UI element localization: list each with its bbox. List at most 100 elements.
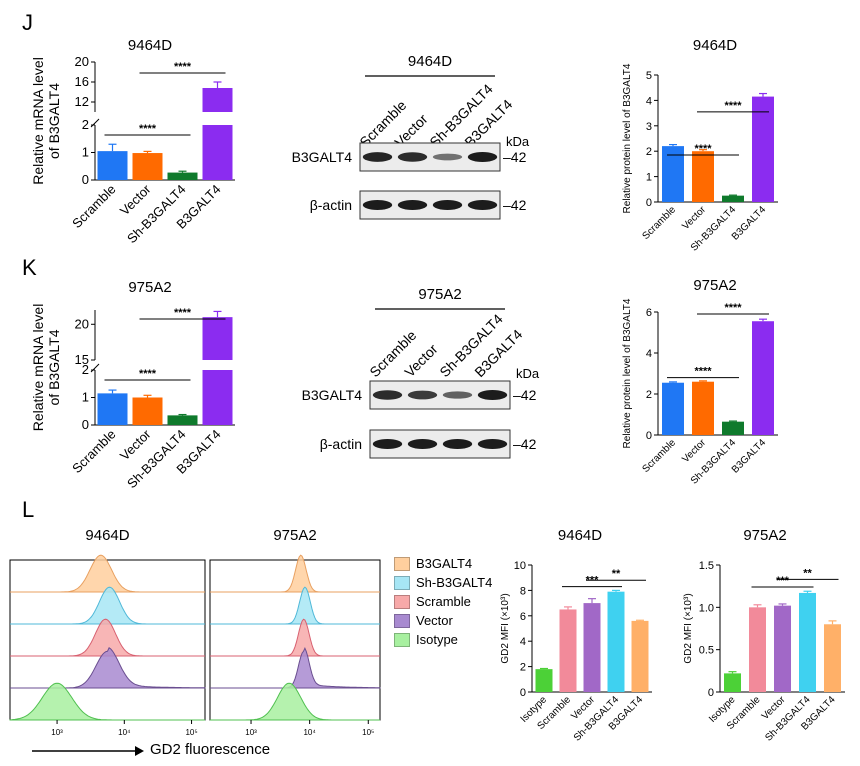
y-axis-label: Relative mRNA level [30, 304, 46, 432]
bar [583, 603, 601, 692]
j-western-blot: 9464DScrambleVectorSh-B3GALT4B3GALT4kDaB… [292, 53, 530, 220]
significance-label: *** [776, 575, 790, 587]
x-tick-label: 10⁵ [362, 728, 374, 737]
k-western-blot: 975A2ScrambleVectorSh-B3GALT4B3GALT4kDaB… [302, 286, 540, 459]
x-tick-label: Scramble [640, 204, 678, 242]
significance-label: ** [612, 568, 621, 580]
y-tick-label: 20 [75, 54, 89, 69]
l-histogram-9464d: 9464D 10³ 10⁴ 10⁵ [9, 527, 206, 737]
bar-upper-segment [202, 88, 233, 112]
legend-item: Vector [394, 611, 492, 630]
blot-band [362, 200, 393, 210]
blot-band [407, 390, 438, 400]
bar [607, 591, 625, 692]
bar [662, 146, 684, 202]
histogram-title: 975A2 [273, 527, 316, 544]
bar [722, 421, 744, 435]
y-axis-label: of B3GALT4 [46, 83, 62, 159]
blot-row-label: β-actin [310, 197, 352, 213]
bar [559, 609, 577, 692]
blot-band [397, 152, 428, 162]
kda-label: kDa [506, 134, 530, 149]
y-tick-label: 6 [646, 307, 652, 319]
y-tick-label: 0 [82, 172, 89, 187]
blot-band [467, 200, 498, 210]
bar [752, 96, 774, 202]
blot-band [442, 391, 473, 399]
y-axis-label: GD2 MFI (×10³) [683, 593, 694, 663]
y-tick-label: 2 [82, 117, 89, 132]
y-tick-label: 2 [82, 362, 89, 377]
legend-swatch [394, 575, 410, 590]
bar [631, 620, 649, 692]
x-tick-label: Scramble [69, 427, 118, 476]
histogram-curve [10, 647, 206, 689]
bar [752, 321, 774, 435]
bar [692, 381, 714, 435]
y-axis-label: Relative mRNA level [30, 57, 46, 185]
bar-lower-segment [202, 370, 233, 425]
k-mrna-chart: 975A2 Relative mRNA level of B3GALT4 0 1 215 2… [30, 279, 235, 491]
y-axis-label: GD2 MFI (×10³) [500, 593, 511, 663]
x-tick-label: Vector [680, 437, 708, 465]
significance-label: **** [694, 366, 712, 378]
histogram-legend: B3GALT4 Sh-B3GALT4 Scramble Vector Isoty… [394, 554, 492, 649]
bar [132, 397, 163, 425]
j-protein-chart: 9464D Relative protein level of B3GALT4 0 1… [622, 37, 778, 254]
y-tick-label: 1 [82, 390, 89, 405]
legend-item: Scramble [394, 592, 492, 611]
blot-band [432, 200, 463, 210]
legend-label: Scramble [416, 594, 471, 609]
bar [692, 151, 714, 202]
bar [132, 153, 163, 180]
x-tick-label: 10⁵ [185, 728, 197, 737]
histogram-curve [10, 554, 205, 593]
bar [535, 669, 553, 692]
blot-band [372, 439, 403, 449]
significance-label: **** [724, 302, 742, 314]
histogram-curve [10, 618, 205, 657]
bar [774, 605, 791, 692]
kda-marker: –42 [513, 387, 537, 403]
y-axis-label: of B3GALT4 [46, 329, 62, 405]
y-tick-label: 6 [520, 611, 526, 623]
legend-swatch [394, 594, 410, 609]
y-tick-label: 0 [646, 197, 652, 209]
blot-title: 9464D [408, 53, 452, 70]
chart-title: 9464D [693, 37, 737, 54]
chart-title: 975A2 [128, 279, 171, 296]
y-tick-label: 4 [646, 348, 652, 360]
blot-band [362, 152, 393, 162]
bar [167, 415, 198, 425]
blot-band [407, 439, 438, 449]
significance-label: ** [803, 567, 812, 579]
bar-lower-segment [202, 125, 233, 180]
x-tick-label: 10³ [245, 728, 257, 737]
y-tick-label: 2 [646, 389, 652, 401]
y-tick-label: 4 [520, 636, 526, 648]
y-tick-label: 5 [646, 70, 652, 82]
bar [824, 624, 841, 692]
legend-swatch [394, 632, 410, 647]
chart-title: 9464D [128, 37, 172, 54]
legend-swatch [394, 556, 410, 571]
y-tick-label: 0.5 [699, 645, 714, 657]
blot-band [477, 439, 508, 449]
y-tick-label: 2 [520, 662, 526, 674]
y-tick-label: 1.5 [699, 560, 714, 572]
y-tick-label: 0 [520, 687, 526, 699]
y-tick-label: 2 [646, 146, 652, 158]
bar-upper-segment [202, 317, 233, 360]
significance-label: **** [694, 143, 712, 155]
y-tick-label: 0 [708, 687, 714, 699]
legend-item: Sh-B3GALT4 [394, 573, 492, 592]
y-tick-label: 1.0 [699, 602, 714, 614]
legend-label: B3GALT4 [416, 556, 473, 571]
bar [749, 607, 766, 692]
x-tick-label: Vector [680, 204, 708, 232]
axis-break-mark [90, 118, 100, 128]
chart-title: 975A2 [743, 527, 786, 544]
x-tick-label: 10⁴ [118, 728, 131, 737]
legend-label: Isotype [416, 632, 458, 647]
axis-break-mark [90, 363, 100, 373]
